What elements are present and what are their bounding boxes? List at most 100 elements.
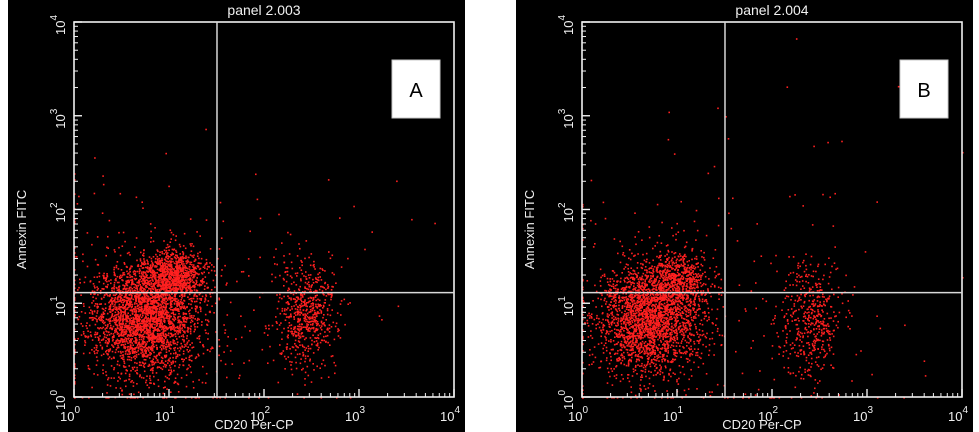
event-dot: [143, 336, 146, 338]
event-dot: [662, 321, 665, 324]
event-dot: [155, 274, 157, 277]
event-dot: [267, 334, 269, 336]
event-dot: [333, 273, 335, 276]
event-dot: [667, 244, 669, 246]
event-dot: [139, 309, 142, 311]
event-dot: [169, 366, 172, 369]
event-dot: [159, 275, 161, 278]
event-dot: [122, 301, 125, 304]
event-dot: [84, 276, 87, 279]
event-dot: [300, 358, 302, 360]
event-dot: [106, 274, 108, 277]
event-dot: [93, 293, 95, 296]
event-dot: [126, 314, 128, 316]
event-dot: [105, 336, 108, 339]
event-dot: [110, 308, 112, 311]
event-dot: [121, 338, 124, 341]
event-dot: [82, 352, 85, 355]
event-dot: [114, 343, 116, 346]
event-dot: [113, 288, 115, 290]
event-dot: [213, 270, 216, 272]
event-dot: [148, 256, 151, 258]
event-dot: [630, 360, 632, 363]
event-dot: [144, 325, 146, 328]
event-dot: [174, 299, 176, 302]
event-dot: [218, 298, 221, 301]
event-dot: [135, 334, 137, 337]
event-dot: [702, 292, 704, 295]
event-dot: [128, 286, 131, 289]
event-dot: [227, 336, 229, 338]
event-dot: [297, 296, 299, 299]
event-dot: [288, 288, 291, 291]
event-dot: [167, 280, 169, 282]
event-dot: [146, 302, 149, 304]
event-dot: [169, 336, 172, 338]
event-dot: [718, 334, 721, 336]
event-dot: [330, 289, 333, 291]
event-dot: [115, 277, 117, 280]
event-dot: [182, 252, 185, 254]
event-dot: [202, 266, 205, 268]
event-dot: [141, 349, 143, 352]
event-dot: [169, 282, 171, 285]
event-dot: [143, 299, 146, 302]
event-dot: [313, 369, 315, 371]
event-dot: [96, 319, 98, 321]
event-dot: [182, 364, 184, 366]
event-dot: [304, 384, 306, 386]
event-dot: [162, 334, 164, 337]
event-dot: [182, 257, 184, 260]
event-dot: [295, 335, 297, 338]
event-dot: [200, 272, 203, 274]
event-dot: [125, 322, 127, 325]
event-dot: [315, 278, 318, 280]
event-dot: [315, 337, 317, 339]
event-dot: [124, 343, 127, 346]
event-dot: [165, 289, 167, 291]
event-dot: [324, 270, 326, 272]
event-dot: [128, 280, 130, 283]
event-dot: [168, 296, 170, 299]
event-dot: [155, 372, 158, 374]
event-dot: [142, 340, 144, 342]
event-dot: [310, 286, 313, 288]
event-dot: [287, 302, 289, 304]
event-dot: [292, 293, 295, 296]
event-dot: [165, 364, 168, 366]
event-dot: [636, 282, 639, 284]
event-dot: [654, 311, 656, 313]
event-dot: [303, 304, 306, 307]
event-dot: [167, 362, 169, 364]
event-dot: [156, 346, 158, 349]
event-dot: [141, 201, 143, 203]
event-dot: [158, 320, 160, 322]
event-dot: [170, 264, 172, 266]
event-dot: [120, 312, 122, 315]
event-dot: [647, 303, 649, 305]
event-dot: [176, 261, 179, 264]
event-dot: [161, 301, 163, 303]
event-dot: [133, 356, 135, 358]
event-dot: [157, 379, 160, 381]
event-dot: [151, 278, 154, 281]
event-dot: [141, 290, 143, 293]
event-dot: [120, 311, 122, 313]
event-dot: [153, 363, 155, 366]
event-dot: [122, 307, 125, 310]
event-dot: [145, 310, 147, 313]
event-dot: [299, 318, 301, 320]
event-dot: [112, 287, 114, 289]
event-dot: [300, 259, 302, 262]
event-dot: [316, 329, 318, 332]
event-dot: [178, 354, 181, 356]
event-dot: [138, 296, 140, 299]
event-dot: [195, 282, 197, 285]
event-dot: [139, 324, 141, 327]
event-dot: [165, 293, 167, 296]
event-dot: [197, 262, 200, 264]
event-dot: [98, 272, 101, 274]
event-dot: [139, 318, 142, 321]
event-dot: [180, 270, 182, 273]
event-dot: [609, 278, 611, 280]
